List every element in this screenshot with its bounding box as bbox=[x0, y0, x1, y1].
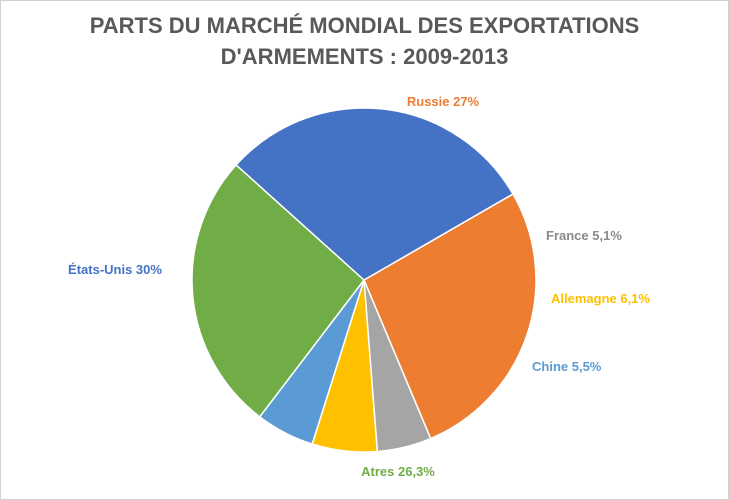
slice-label-2: Allemagne 6,1% bbox=[551, 291, 650, 306]
slice-label-5: États-Unis 30% bbox=[68, 262, 162, 277]
pie-slice-4 bbox=[191, 163, 366, 418]
slice-label-1: France 5,1% bbox=[546, 228, 622, 243]
slice-label-3: Chine 5,5% bbox=[532, 359, 602, 374]
pie-slice-0 bbox=[363, 192, 537, 440]
chart-title-line-1: PARTS DU MARCHÉ MONDIAL DES EXPORTATIONS bbox=[89, 13, 640, 38]
pie-slices bbox=[191, 107, 537, 453]
slice-label-4: Atres 26,3% bbox=[361, 464, 435, 479]
pie-slice-5 bbox=[235, 107, 514, 281]
slice-label-0: Russie 27% bbox=[407, 94, 480, 109]
chart-title: PARTS DU MARCHÉ MONDIAL DES EXPORTATIONS… bbox=[0, 10, 729, 72]
pie-labels: Russie 27% France 5,1% Allemagne 6,1% Chine… bbox=[68, 94, 650, 479]
chart-title-line-2: D'ARMEMENTS : 2009-2013 bbox=[220, 44, 509, 69]
